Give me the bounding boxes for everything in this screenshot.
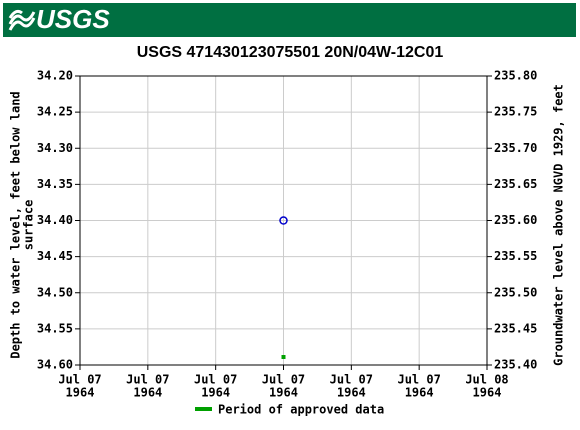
y-tick-label: 34.45 (37, 249, 73, 263)
legend-label: Period of approved data (218, 403, 384, 417)
x-tick-label: 1964 (201, 386, 230, 400)
y2-tick-label: 235.40 (494, 358, 537, 372)
x-tick-label: 1964 (473, 386, 502, 400)
y-tick-label: 34.55 (37, 321, 73, 335)
y2-tick-label: 235.45 (494, 321, 537, 335)
y2-tick-label: 235.70 (494, 141, 537, 155)
x-tick-label: Jul 07 (397, 373, 440, 387)
y2-tick-label: 235.55 (494, 249, 537, 263)
x-tick-label: Jul 07 (262, 373, 305, 387)
x-tick-label: Jul 07 (126, 373, 169, 387)
x-tick-label: Jul 07 (330, 373, 373, 387)
y2-tick-label: 235.60 (494, 213, 537, 227)
x-tick-label: 1964 (337, 386, 366, 400)
x-tick-label: Jul 07 (58, 373, 101, 387)
data-point (279, 216, 288, 225)
y-axis-label: Depth to water level, feet below land (9, 91, 23, 358)
x-tick-label: 1964 (66, 386, 95, 400)
y2-tick-label: 235.50 (494, 285, 537, 299)
y-tick-label: 34.60 (37, 358, 73, 372)
y2-tick-label: 235.65 (494, 177, 537, 191)
x-tick-label: Jul 08 (465, 373, 508, 387)
y-axis-label: surface (22, 200, 36, 251)
y-tick-label: 34.35 (37, 177, 73, 191)
plot-frame (79, 75, 488, 366)
logo-icon (8, 9, 36, 31)
y2-tick-label: 235.75 (494, 105, 537, 119)
y-tick-label: 34.20 (37, 69, 73, 83)
x-tick-label: 1964 (405, 386, 434, 400)
logo-text: USGS (36, 4, 110, 34)
y-tick-label: 34.25 (37, 105, 73, 119)
x-tick-label: 1964 (269, 386, 298, 400)
y-tick-label: 34.50 (37, 285, 73, 299)
header-band (3, 3, 576, 37)
y2-axis-label: Groundwater level above NGVD 1929, feet (552, 84, 566, 366)
y-tick-label: 34.30 (37, 141, 73, 155)
chart-title: USGS 471430123075501 20N/04W-12C01 (137, 44, 444, 61)
y-tick-label: 34.40 (37, 213, 73, 227)
y2-tick-label: 235.80 (494, 69, 537, 83)
x-tick-label: 1964 (133, 386, 162, 400)
approved-period-marker (281, 355, 286, 359)
x-tick-label: Jul 07 (194, 373, 237, 387)
